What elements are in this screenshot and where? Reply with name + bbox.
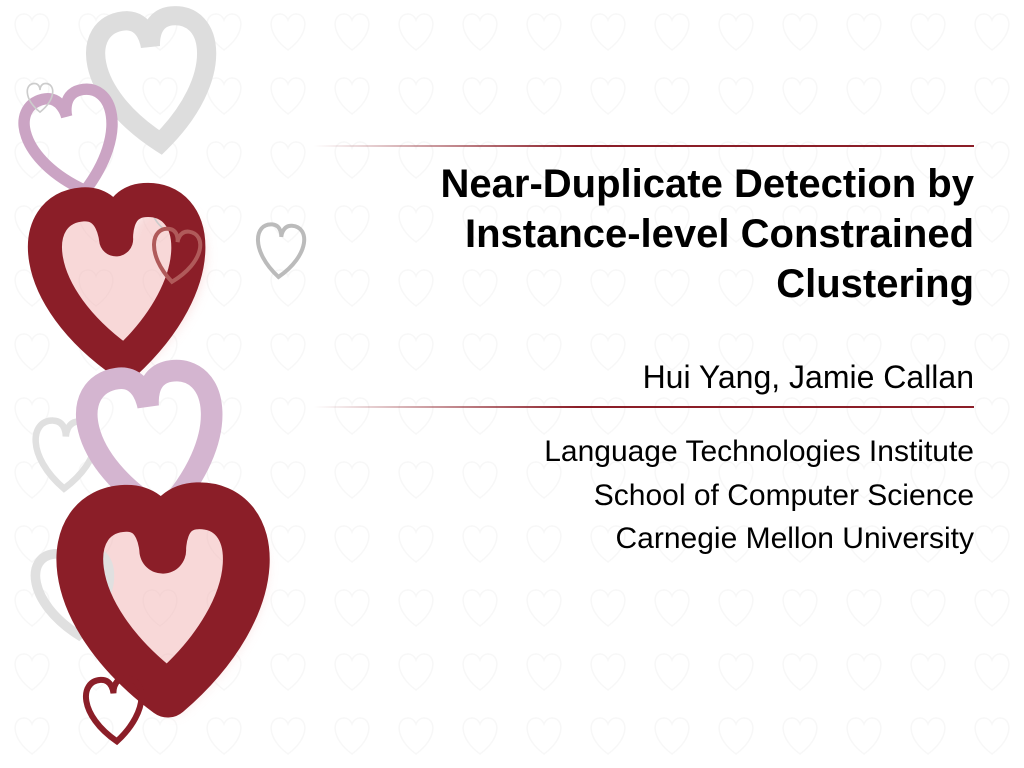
- heart-decoration: [0, 0, 320, 768]
- affiliation-line: Language Technologies Institute: [314, 430, 974, 474]
- divider-bottom: [314, 406, 974, 408]
- slide-title: Near-Duplicate Detection by Instance-lev…: [314, 159, 974, 309]
- affiliation-line: Carnegie Mellon University: [314, 517, 974, 561]
- affiliation-line: School of Computer Science: [314, 474, 974, 518]
- slide-content: Near-Duplicate Detection by Instance-lev…: [314, 145, 974, 561]
- divider-top: [314, 145, 974, 147]
- slide-authors: Hui Yang, Jamie Callan: [314, 359, 974, 396]
